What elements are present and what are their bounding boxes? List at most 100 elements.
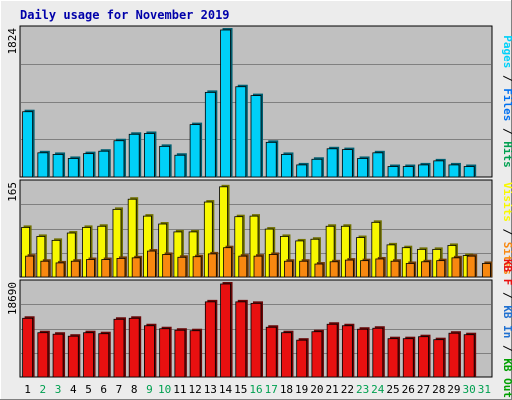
day-label-19: 19	[295, 383, 308, 396]
chart-title: Daily usage for November 2019	[20, 8, 230, 22]
panel-usage-legend: Pages / Files / Hits	[501, 35, 512, 168]
bar-sites-day-21	[329, 261, 339, 278]
bar-kb-f-day-11	[174, 329, 186, 378]
bar-pages-day-9	[144, 133, 155, 178]
panel-kbf-legend-entry: /	[501, 285, 512, 305]
bar-sites-day-15	[238, 255, 248, 278]
bar-sites-day-4	[70, 260, 80, 278]
bar-kb-f-day-17	[265, 326, 277, 378]
bar-sites-day-16	[253, 255, 263, 278]
bar-pages-day-3	[52, 154, 64, 178]
bar-kb-f-day-16	[250, 302, 262, 378]
bar-pages-day-30	[463, 166, 475, 178]
bar-kb-f-day-10	[159, 328, 171, 378]
bar-pages-day-24	[372, 152, 384, 178]
bar-kb-f-day-14	[220, 283, 231, 378]
bar-kb-f-day-8	[128, 317, 140, 378]
panel-usage: 1824 Pages / Files / Hits	[6, 25, 512, 178]
day-label-27: 27	[417, 383, 430, 396]
bar-pages-day-21	[326, 148, 338, 178]
bar-pages-day-17	[265, 141, 277, 178]
bar-kb-f-day-4	[67, 335, 79, 378]
panel-visits-legend-entry: Visits	[501, 182, 512, 222]
day-label-17: 17	[265, 383, 278, 396]
day-label-14: 14	[219, 383, 233, 396]
day-label-12: 12	[188, 383, 201, 396]
bar-sites-day-26	[405, 263, 415, 278]
panel-kbf-legend-entry: KB In	[501, 305, 512, 338]
bar-kb-f-day-13	[204, 301, 216, 378]
bar-kb-f-day-23	[357, 328, 368, 378]
bar-sites-day-2	[40, 260, 50, 278]
day-label-30: 30	[463, 383, 476, 396]
bar-kb-f-day-18	[281, 332, 292, 378]
bar-kb-f-day-29	[448, 332, 460, 378]
panel-usage-legend-entry: Files	[501, 88, 512, 121]
day-label-2: 2	[40, 383, 47, 396]
bar-pages-day-22	[341, 149, 353, 178]
bar-kb-f-day-7	[113, 318, 125, 378]
bar-pages-day-4	[67, 158, 79, 178]
day-label-3: 3	[55, 383, 62, 396]
bar-pages-day-15	[235, 86, 247, 178]
bar-pages-day-8	[128, 133, 140, 178]
day-label-5: 5	[85, 383, 92, 396]
bar-kb-f-day-12	[189, 330, 201, 378]
day-label-11: 11	[173, 383, 186, 396]
day-label-21: 21	[326, 383, 339, 396]
bar-sites-day-11	[177, 256, 187, 278]
panel-visits-legend-entry: Sites	[501, 242, 512, 275]
day-label-29: 29	[447, 383, 460, 396]
bar-sites-day-29	[451, 257, 461, 278]
bar-pages-day-7	[113, 140, 125, 178]
bar-sites-day-18	[284, 260, 293, 278]
bar-pages-day-23	[357, 158, 368, 178]
bar-sites-day-23	[360, 260, 369, 278]
day-label-18: 18	[280, 383, 293, 396]
panel-visits: 165 Visits / Sites	[6, 179, 512, 278]
day-label-25: 25	[386, 383, 399, 396]
bar-sites-day-9	[147, 250, 156, 278]
bar-pages-day-12	[189, 124, 201, 178]
day-label-20: 20	[310, 383, 323, 396]
panel-usage-legend-entry: Pages	[501, 35, 512, 68]
day-label-10: 10	[158, 383, 171, 396]
bar-kb-f-day-1	[22, 317, 34, 378]
bar-pages-day-11	[174, 154, 186, 178]
panel-kbf: 18690 KB F / KB In / KB Out	[6, 259, 512, 398]
bar-pages-day-27	[418, 164, 429, 178]
bar-sites-day-14	[223, 247, 232, 278]
bar-pages-day-2	[37, 152, 49, 178]
day-label-4: 4	[70, 383, 77, 396]
panel-visits-legend-entry: /	[501, 222, 512, 242]
bar-pages-day-19	[296, 164, 308, 178]
bar-pages-day-16	[250, 95, 262, 178]
bar-kb-f-day-3	[52, 333, 64, 378]
day-label-9: 9	[146, 383, 153, 396]
panel-kbf-legend-entry: KB Out	[501, 358, 512, 398]
day-label-26: 26	[402, 383, 415, 396]
bar-kb-f-day-22	[341, 325, 353, 378]
bar-kb-f-day-15	[235, 301, 247, 378]
panel-visits-y-max-label: 165	[6, 182, 19, 202]
panel-usage-y-max-label: 1824	[6, 28, 19, 55]
bar-kb-f-day-21	[326, 323, 338, 378]
day-label-24: 24	[371, 383, 385, 396]
bar-sites-day-13	[207, 253, 217, 278]
bar-kb-f-day-24	[372, 327, 384, 378]
bar-kb-f-day-20	[311, 331, 323, 378]
panel-kbf-y-max-label: 18690	[6, 282, 19, 315]
bar-sites-day-6	[101, 259, 111, 278]
bar-kb-f-day-6	[98, 333, 110, 378]
panel-visits-legend: Visits / Sites	[501, 182, 512, 275]
bar-sites-day-20	[314, 263, 324, 278]
day-label-7: 7	[116, 383, 123, 396]
panel-kbf-legend-entry: /	[501, 338, 512, 358]
bar-sites-day-8	[131, 257, 141, 278]
day-label-6: 6	[100, 383, 107, 396]
bar-sites-day-12	[192, 256, 202, 278]
day-labels: 1 2 3 4 5 6 7 8 9 10 11 12 13 14 15 16 17 18 19 20 21 22 23 24 2…	[24, 383, 491, 396]
panel-usage-legend-entry: /	[501, 68, 512, 88]
bar-pages-day-29	[448, 164, 460, 178]
